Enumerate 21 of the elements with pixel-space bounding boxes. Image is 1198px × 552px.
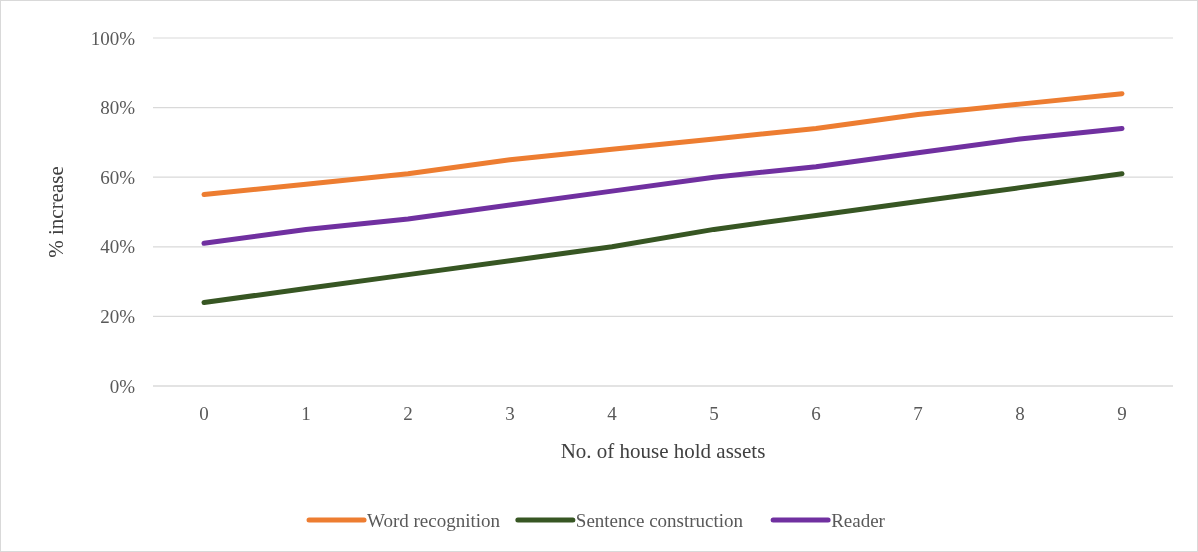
y-tick-label: 60%: [100, 166, 136, 188]
x-tick-label: 6: [811, 403, 821, 424]
x-tick-label: 8: [1015, 403, 1025, 424]
y-tick-label: 20%: [100, 306, 136, 328]
x-axis-title: No. of house hold assets: [560, 439, 766, 463]
legend-label: Sentence construction: [575, 509, 744, 531]
x-tick-label: 4: [607, 403, 618, 424]
y-axis-title: % increase: [44, 166, 68, 258]
x-tick-label: 2: [403, 403, 413, 424]
legend-label: Word recognition: [367, 509, 501, 531]
x-tick-label: 9: [1117, 403, 1127, 424]
x-tick-label: 5: [709, 403, 719, 424]
x-tick-label: 7: [913, 403, 923, 424]
y-tick-label: 80%: [100, 97, 136, 119]
x-tick-label: 3: [505, 403, 515, 424]
y-tick-label: 100%: [90, 27, 136, 49]
y-tick-label: 0%: [109, 375, 136, 397]
x-tick-label: 0: [199, 403, 209, 424]
legend-label: Reader: [831, 509, 886, 531]
x-tick-label: 1: [301, 403, 311, 424]
y-tick-label: 40%: [100, 236, 136, 258]
